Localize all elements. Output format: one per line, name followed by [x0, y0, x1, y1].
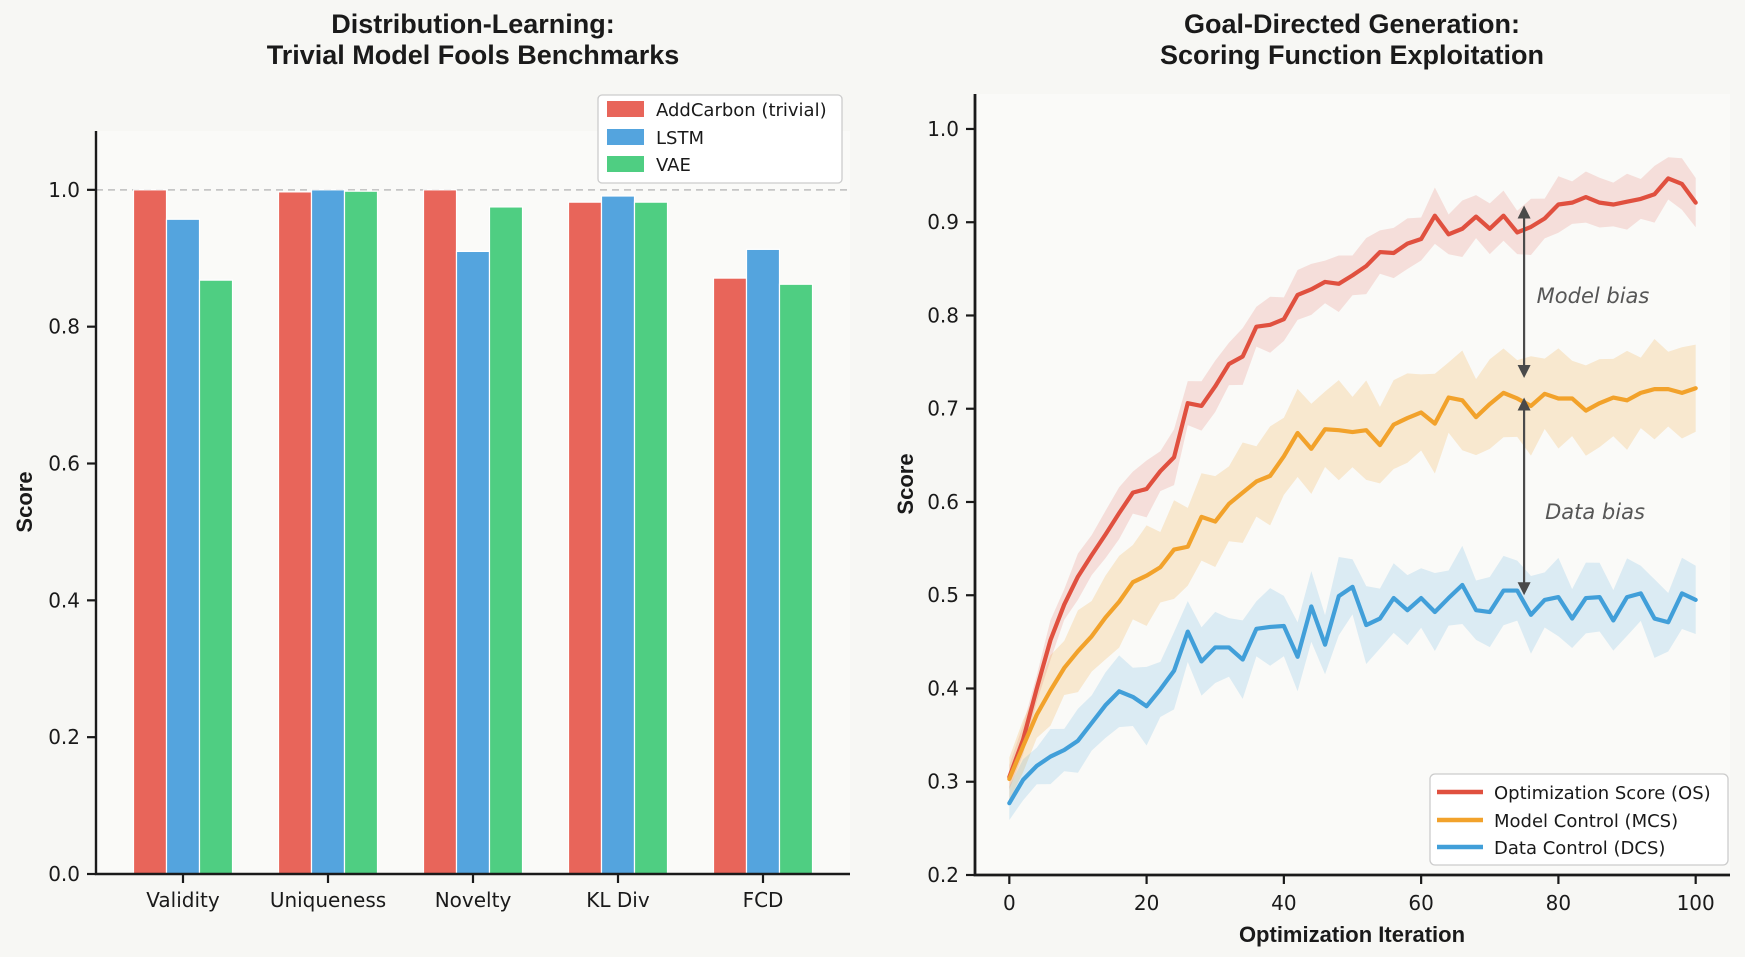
category-label-uniqueness: Uniqueness: [270, 888, 386, 912]
category-label-fcd: FCD: [743, 888, 784, 912]
bar-kl-div-2: [633, 201, 669, 875]
bar-uniqueness-0: [277, 191, 313, 875]
right-y-tick-label: 0.9: [927, 210, 959, 234]
bar-novelty-2: [488, 206, 524, 875]
left-bars-layer: [132, 189, 814, 875]
legend-swatch-lstm: [607, 129, 644, 145]
left-y-tick-label: 0.4: [48, 588, 80, 612]
right-y-tick-label: 0.4: [927, 676, 959, 700]
right-x-tick-label: 100: [1677, 891, 1715, 915]
bar-validity-1: [165, 218, 201, 875]
left-axes-layer: 0.0 0.2 0.4 0.6 0.8 1.0 Validity Uniqueness Nove…: [48, 131, 850, 912]
band-0: [1009, 157, 1696, 790]
right-y-tick-label: 0.2: [927, 863, 959, 887]
right-y-tick-label: 0.6: [927, 490, 959, 514]
bar-kl-div-1: [600, 195, 636, 875]
bias-arrow-head-top-1: [1517, 397, 1531, 411]
left-y-tick-label: 0.6: [48, 452, 80, 476]
bar-uniqueness-1: [310, 189, 346, 875]
line-data-control-dcs-: [1007, 582, 1698, 806]
legend-label-dcs: Data Control (DCS): [1494, 838, 1665, 859]
bar-fcd-0: [712, 277, 748, 875]
right-y-tick-label: 0.5: [927, 583, 959, 607]
right-x-tick-label: 20: [1134, 891, 1159, 915]
bar-fcd-1: [745, 248, 781, 875]
left-y-tick-label: 0.0: [48, 862, 80, 886]
legend-swatch-vae: [607, 156, 644, 172]
model-bias-annotation: Model bias: [1537, 284, 1650, 308]
bar-novelty-1: [455, 250, 491, 875]
category-label-validity: Validity: [146, 888, 220, 912]
legend-label-mcs: Model Control (MCS): [1494, 811, 1678, 832]
bar-uniqueness-2: [343, 190, 379, 875]
bar-novelty-0: [422, 189, 458, 875]
right-plot-area: [975, 94, 1730, 875]
right-y-axis-label: Score: [893, 453, 918, 514]
right-y-tick-label: 0.7: [927, 397, 959, 421]
category-label-novelty: Novelty: [435, 888, 512, 912]
bias-arrows-layer: [1517, 205, 1531, 596]
right-legend-box: [1429, 773, 1729, 866]
right-x-tick-label: 0: [1003, 891, 1016, 915]
legend-label-lstm: LSTM: [656, 128, 704, 149]
right-axes-layer: 0.2 0.3 0.4 0.5 0.6 0.7 0.8 0.9 1.0 0 20 40 60 80 100: [927, 94, 1730, 915]
right-legend: Optimization Score (OS) Model Control (M…: [1429, 773, 1729, 866]
bias-arrow-head-bottom-0: [1517, 364, 1531, 378]
right-y-tick-label: 0.8: [927, 303, 959, 327]
bias-arrow-head-bottom-1: [1517, 582, 1531, 596]
left-y-axis-label: Score: [12, 471, 37, 532]
left-legend-box: [597, 94, 843, 184]
bar-validity-0: [132, 189, 168, 875]
left-legend: AddCarbon (trivial) LSTM VAE: [597, 94, 843, 184]
right-lines-layer: [1007, 176, 1698, 806]
right-y-tick-label: 0.3: [927, 770, 959, 794]
right-x-axis-label: Optimization Iteration: [1239, 922, 1465, 947]
bar-fcd-2: [778, 283, 814, 875]
left-chart-title-line1: Distribution-Learning:: [331, 9, 614, 39]
bar-validity-2: [198, 279, 234, 875]
right-x-tick-label: 80: [1546, 891, 1571, 915]
right-chart-title-line1: Goal-Directed Generation:: [1184, 9, 1520, 39]
line-optimization-score-os-: [1007, 176, 1698, 780]
right-x-tick-label: 60: [1408, 891, 1433, 915]
legend-label-os: Optimization Score (OS): [1494, 783, 1711, 804]
left-y-tick-label: 0.8: [48, 315, 80, 339]
right-y-tick-label: 1.0: [927, 117, 959, 141]
right-chart-title-line2: Scoring Function Exploitation: [1160, 40, 1544, 70]
bias-arrow-head-top-0: [1517, 205, 1531, 219]
bar-kl-div-0: [567, 201, 603, 875]
line-model-control-mcs-: [1007, 386, 1698, 782]
band-2: [1009, 545, 1696, 820]
legend-swatch-addcarbon: [607, 101, 644, 117]
left-y-tick-label: 0.2: [48, 725, 80, 749]
right-x-tick-label: 40: [1271, 891, 1296, 915]
left-chart-title-line2: Trivial Model Fools Benchmarks: [267, 40, 680, 70]
left-y-tick-label: 1.0: [48, 178, 80, 202]
category-label-kl-div: KL Div: [586, 888, 650, 912]
data-bias-annotation: Data bias: [1545, 500, 1645, 524]
legend-label-vae: VAE: [656, 155, 691, 176]
legend-label-addcarbon: AddCarbon (trivial): [656, 100, 827, 121]
